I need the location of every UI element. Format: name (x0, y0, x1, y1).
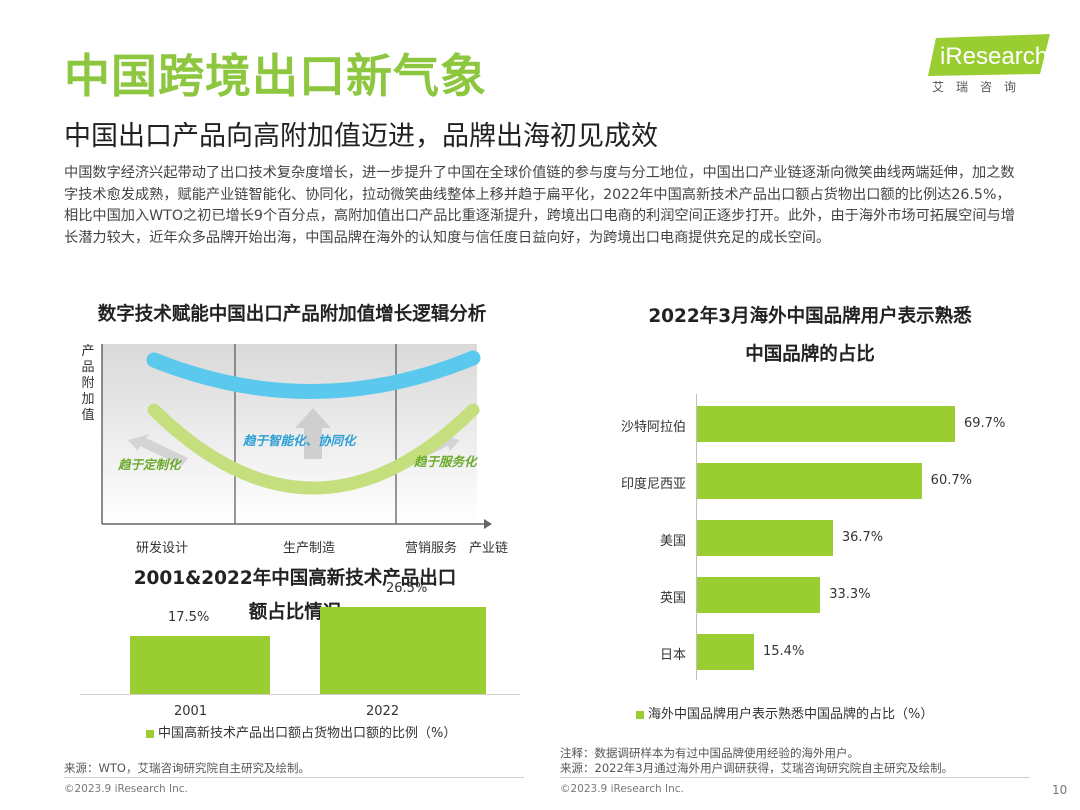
bar-chart-2-title-line1: 2022年3月海外中国品牌用户表示熟悉 (648, 306, 972, 327)
sample-note-right: 注释：数据调研样本为有过中国品牌使用经验的海外用户。 (560, 746, 859, 760)
logo-subtitle: 艾瑞咨询 (932, 80, 1029, 94)
legend-swatch (636, 710, 644, 719)
logo-brand-text: iResearch (940, 43, 1048, 70)
bar-chart-2-legend-text: 海外中国品牌用户表示熟悉中国品牌的占比（%） (648, 707, 934, 722)
source-note-right: 来源：2022年3月通过海外用户调研获得，艾瑞咨询研究院自主研究及绘制。 (560, 761, 954, 775)
bar-chart-1-title-line2: 额占比情况 (248, 602, 342, 623)
bar-印度尼西亚 (697, 463, 922, 499)
category-label: 2001 (174, 704, 208, 719)
smile-x-label-rd: 研发设计 (136, 541, 189, 556)
bar-美国 (697, 520, 833, 556)
bar-2001 (130, 636, 270, 694)
category-label: 美国 (659, 534, 686, 549)
smile-x-label-industry-chain: 产业链 (469, 541, 509, 556)
left-up-arrow-icon (128, 434, 188, 466)
page-subtitle: 中国出口产品向高附加值迈进，品牌出海初见成效 (64, 121, 658, 152)
category-label: 日本 (659, 648, 686, 663)
bar-value-label: 60.7% (930, 473, 972, 488)
copyright-right: ©2023.9 iResearch Inc. (560, 783, 684, 795)
page-title: 中国跨境出口新气象 (64, 49, 487, 103)
up-arrow-icon (295, 408, 331, 459)
annotation-intelligent: 趋于智能化、协同化 (242, 433, 358, 448)
bar-chart-1-plot: 17.5% 2001 26.5% 2022 (80, 581, 520, 719)
category-label: 2022 (366, 704, 400, 719)
annotation-customization: 趋于定制化 (117, 457, 183, 472)
category-label: 印度尼西亚 (620, 477, 686, 492)
bar-value-label: 69.7% (964, 416, 1006, 431)
footer-divider-right (560, 777, 1030, 778)
footer-divider-left (64, 777, 524, 778)
bar-chart-1-legend: 中国高新技术产品出口额占货物出口额的比例（%） (146, 722, 456, 741)
original-smile-curve (147, 403, 480, 495)
category-label: 英国 (659, 591, 686, 606)
bar-2022 (320, 606, 486, 694)
bar-日本 (697, 634, 754, 670)
bar-英国 (697, 577, 821, 613)
smile-x-label-marketing: 营销服务 (405, 541, 458, 556)
annotation-service: 趋于服务化 (413, 454, 479, 469)
bar-chart-2-title-line2: 中国品牌的占比 (745, 344, 875, 365)
bar-value-label: 36.7% (841, 530, 884, 545)
upgraded-smile-curve (146, 350, 481, 399)
smile-y-axis-label: 产品附加值 (81, 344, 95, 423)
bar-沙特阿拉伯 (697, 406, 955, 442)
bar-chart-1-legend-text: 中国高新技术产品出口额占货物出口额的比例（%） (158, 726, 457, 741)
copyright-left: ©2023.9 iResearch Inc. (64, 783, 188, 795)
iresearch-logo: iResearch (928, 34, 1050, 76)
source-note-left: 来源：WTO，艾瑞咨询研究院自主研究及绘制。 (64, 761, 310, 775)
legend-swatch (146, 729, 154, 738)
bar-chart-2-axis (696, 394, 697, 680)
bar-value-label: 33.3% (829, 587, 871, 602)
intro-paragraph: 中国数字经济兴起带动了出口技术复杂度增长，进一步提升了中国在全球价值链的参与度与… (64, 165, 1015, 246)
bar-chart-2-plot: 沙特阿拉伯 69.7% 印度尼西亚 60.7% 美国 36.7% 英国 33.3% 日本 15.4… (560, 396, 1060, 686)
smile-curve-diagram: 趋于定制化 趋于智能化、协同化 趋于服务化 (101, 344, 492, 529)
x-axis-arrow-icon (484, 519, 492, 529)
bar-chart-2-legend: 海外中国品牌用户表示熟悉中国品牌的占比（%） (636, 703, 933, 722)
bar-value-label: 15.4% (763, 644, 805, 659)
bar-chart-1-title-line1: 2001&2022年中国高新技术产品出口 (133, 568, 457, 589)
bar-value-label: 26.5% (386, 580, 428, 596)
smile-chart-title: 数字技术赋能中国出口产品附加值增长逻辑分析 (97, 304, 487, 325)
bar-value-label: 17.5% (168, 610, 210, 626)
smile-x-label-manufacturing: 生产制造 (283, 541, 336, 556)
bar-chart-1-baseline (80, 694, 520, 695)
page-number: 10 (1052, 783, 1068, 797)
category-label: 沙特阿拉伯 (620, 420, 686, 435)
